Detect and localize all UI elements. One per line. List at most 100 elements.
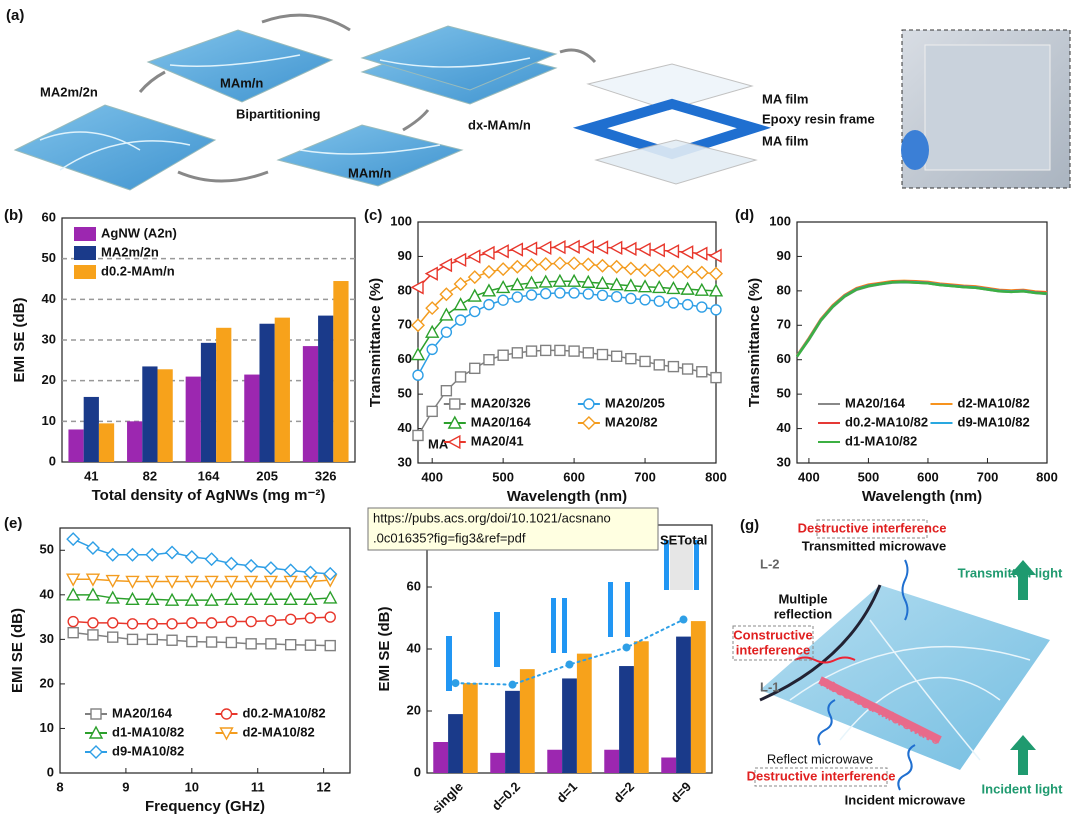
marker: [511, 347, 524, 359]
panel-label: (g): [740, 517, 759, 534]
y-axis-label: EMI SE (dB): [9, 608, 26, 693]
marker: [424, 266, 438, 281]
marker: [224, 556, 239, 571]
marker: [67, 626, 79, 639]
marker: [439, 307, 454, 321]
panel-label: (d): [735, 207, 754, 224]
legend-label: d0.2-MAm/n: [101, 263, 175, 278]
bar: [619, 666, 634, 773]
marker: [410, 347, 426, 361]
marker: [694, 246, 708, 261]
marker: [440, 326, 453, 338]
x-tick-label: 700: [977, 469, 999, 484]
legend-label: MA20/205: [605, 395, 665, 410]
marker: [204, 552, 219, 567]
axes-frame: [796, 221, 1048, 464]
marker: [552, 273, 568, 287]
bar: [547, 749, 563, 773]
layer-label: MA film: [762, 91, 808, 106]
marker: [467, 270, 482, 285]
annotation: Reflect microwave: [767, 751, 873, 766]
marker: [303, 565, 318, 580]
x-tick-label: 9: [122, 779, 129, 794]
slab: [760, 585, 1050, 770]
wave: [897, 744, 916, 791]
marker: [625, 292, 637, 305]
legend-label: MA20/164: [471, 414, 532, 429]
wave: [901, 559, 909, 621]
legend-label: MA20/164: [112, 705, 173, 720]
y-tick-label: 80: [777, 282, 791, 297]
axes-frame: [417, 221, 717, 464]
marker: [652, 263, 667, 278]
marker: [639, 294, 651, 306]
y-tick-label: 50: [398, 386, 412, 401]
marker: [540, 287, 552, 300]
marker: [438, 257, 453, 273]
legend-label: d0.2-MA10/82: [845, 414, 928, 429]
nanowires: [39, 54, 531, 171]
marker: [145, 547, 160, 562]
annotation: Transmitted microwave: [802, 538, 947, 553]
y-tick-label: 100: [390, 213, 412, 228]
marker: [680, 264, 695, 279]
marker: [225, 636, 238, 649]
marker: [638, 263, 653, 278]
point: [565, 660, 574, 669]
marker: [146, 633, 158, 646]
marker: [107, 617, 119, 629]
x-axis-label: Wavelength (nm): [862, 488, 982, 505]
marker: [85, 573, 101, 587]
marker: [166, 618, 178, 630]
marker: [324, 639, 336, 652]
point: [451, 679, 460, 688]
layer-label: MA film: [762, 133, 808, 148]
marker: [87, 617, 99, 629]
legend-label: d0.2-MA10/82: [243, 705, 326, 720]
line: [795, 280, 1048, 358]
bar: [661, 757, 677, 773]
bar: [676, 636, 691, 773]
y-tick-label: 0: [49, 453, 56, 468]
legend-label: d9-MA10/82: [958, 414, 1030, 429]
x-tick-label: d=1: [553, 779, 580, 806]
marker: [263, 575, 279, 589]
marker: [447, 434, 461, 450]
marker: [439, 287, 454, 302]
marker: [244, 558, 259, 573]
y-tick-label: 30: [398, 454, 412, 469]
marker: [554, 287, 566, 299]
marker: [510, 277, 525, 291]
marker: [66, 573, 81, 587]
marker: [694, 282, 709, 296]
y-tick-label: 60: [407, 578, 421, 593]
x-tick-label: 600: [917, 469, 939, 484]
y-axis-label: EMI SE (dB): [376, 606, 393, 691]
y-tick-label: 70: [777, 317, 791, 332]
marker: [583, 398, 595, 410]
tooltip-text: .0c01635?fig=fig3&ref=pdf: [373, 530, 526, 545]
glove: [901, 130, 929, 170]
marker: [467, 249, 481, 264]
x-tick-label: 600: [563, 469, 585, 484]
y-axis-label: EMI SE (dB): [11, 297, 28, 382]
marker: [323, 590, 338, 604]
marker: [582, 288, 594, 300]
bar: [185, 376, 201, 462]
marker: [696, 301, 708, 313]
bar: [274, 317, 290, 462]
marker: [708, 248, 722, 263]
x-tick-label: d=9: [667, 779, 694, 806]
marker: [164, 575, 180, 589]
annotation: Transmitted light: [958, 565, 1063, 580]
marker: [680, 245, 694, 260]
bar: [98, 423, 115, 462]
annotation: L-2: [760, 556, 780, 571]
y-tick-label: 60: [777, 351, 791, 366]
marker: [323, 566, 338, 581]
y-tick-label: 30: [40, 631, 54, 646]
marker: [303, 591, 318, 605]
marker: [126, 618, 139, 630]
y-tick-label: 40: [407, 640, 421, 655]
marker: [667, 297, 680, 309]
